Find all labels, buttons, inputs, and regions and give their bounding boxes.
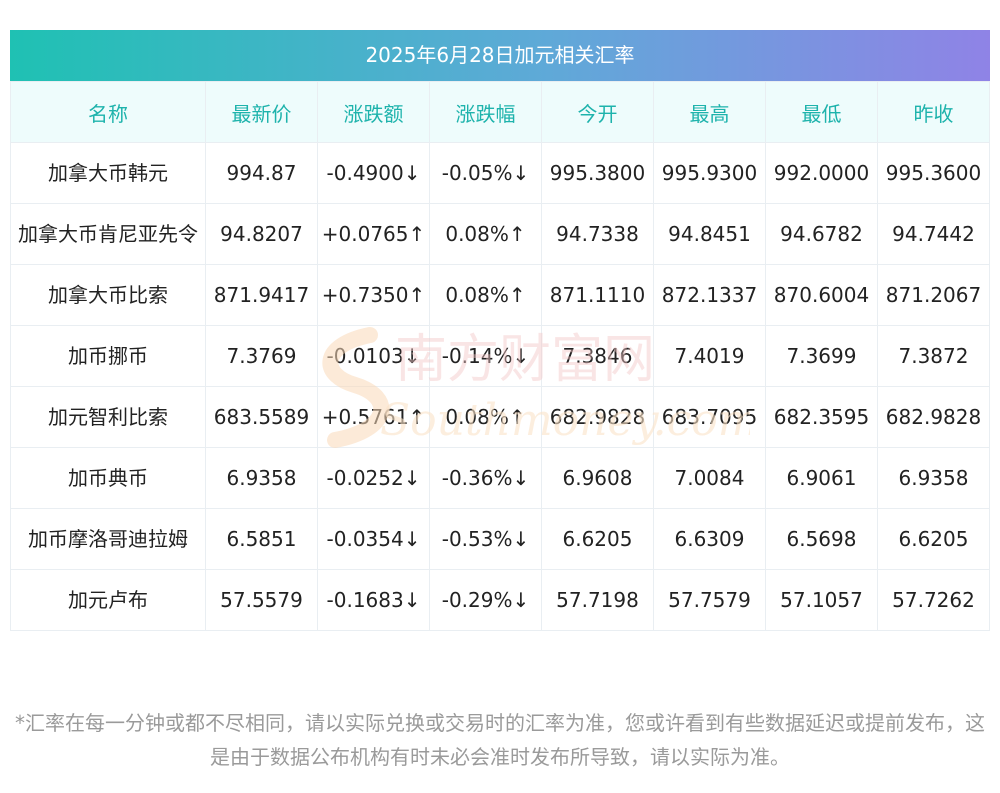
- cell-name: 加币摩洛哥迪拉姆: [10, 508, 206, 570]
- table-row: 加币典币 6.9358 -0.0252↓ -0.36%↓ 6.9608 7.0084 6.9…: [10, 447, 990, 509]
- cell-name: 加元智利比索: [10, 386, 206, 448]
- cell-pct: -0.05%↓: [429, 142, 542, 204]
- table-row: 加元智利比索 683.5589 +0.5761↑ 0.08%↑ 682.9828 683.…: [10, 386, 990, 448]
- cell-high: 6.6309: [653, 508, 766, 570]
- footnote: *汇率在每一分钟或都不尽相同，请以实际兑换或交易时的汇率为准，您或许看到有些数据…: [15, 711, 985, 769]
- cell-pct: -0.14%↓: [429, 325, 542, 387]
- cell-name: 加币挪币: [10, 325, 206, 387]
- cell-low: 6.5698: [765, 508, 878, 570]
- cell-change: +0.5761↑: [317, 386, 430, 448]
- cell-high: 872.1337: [653, 264, 766, 326]
- cell-high: 7.0084: [653, 447, 766, 509]
- cell-open: 995.3800: [541, 142, 654, 204]
- exchange-rate-table: 名称 最新价 涨跌额 涨跌幅 今开 最高 最低 昨收 加拿大币韩元 994.87-…: [10, 81, 990, 631]
- table-row: 加币摩洛哥迪拉姆 6.5851 -0.0354↓ -0.53%↓ 6.6205 6.630…: [10, 508, 990, 570]
- cell-latest: 7.3769: [205, 325, 318, 387]
- cell-open: 871.1110: [541, 264, 654, 326]
- cell-name: 加币典币: [10, 447, 206, 509]
- table-header-row: 名称 最新价 涨跌额 涨跌幅 今开 最高 最低 昨收: [10, 81, 990, 143]
- cell-high: 7.4019: [653, 325, 766, 387]
- cell-open: 94.7338: [541, 203, 654, 265]
- column-header-change: 涨跌额: [317, 81, 430, 143]
- cell-open: 6.6205: [541, 508, 654, 570]
- cell-prev: 7.3872: [877, 325, 990, 387]
- cell-latest: 94.8207: [205, 203, 318, 265]
- cell-name: 加元卢布: [10, 569, 206, 631]
- cell-open: 682.9828: [541, 386, 654, 448]
- cell-high: 57.7579: [653, 569, 766, 631]
- cell-prev: 6.6205: [877, 508, 990, 570]
- cell-high: 683.7095: [653, 386, 766, 448]
- cell-high: 995.9300: [653, 142, 766, 204]
- cell-name: 加拿大币比索: [10, 264, 206, 326]
- cell-latest: 683.5589: [205, 386, 318, 448]
- cell-low: 682.3595: [765, 386, 878, 448]
- table-row: 加元卢布 57.5579 -0.1683↓ -0.29%↓ 57.7198 57.7579…: [10, 569, 990, 631]
- cell-latest: 6.9358: [205, 447, 318, 509]
- cell-prev: 6.9358: [877, 447, 990, 509]
- column-header-change-pct: 涨跌幅: [429, 81, 542, 143]
- cell-open: 57.7198: [541, 569, 654, 631]
- cell-open: 6.9608: [541, 447, 654, 509]
- column-header-low: 最低: [765, 81, 878, 143]
- cell-change: +0.0765↑: [317, 203, 430, 265]
- cell-latest: 6.5851: [205, 508, 318, 570]
- cell-pct: -0.53%↓: [429, 508, 542, 570]
- cell-change: -0.0354↓: [317, 508, 430, 570]
- cell-low: 992.0000: [765, 142, 878, 204]
- cell-prev: 995.3600: [877, 142, 990, 204]
- cell-pct: 0.08%↑: [429, 386, 542, 448]
- cell-low: 7.3699: [765, 325, 878, 387]
- table-row: 加拿大币韩元 994.87 -0.4900↓ -0.05%↓ 995.3800 995.9…: [10, 142, 990, 204]
- cell-low: 6.9061: [765, 447, 878, 509]
- cell-latest: 994.87: [205, 142, 318, 204]
- cell-prev: 57.7262: [877, 569, 990, 631]
- cell-pct: -0.36%↓: [429, 447, 542, 509]
- cell-prev: 871.2067: [877, 264, 990, 326]
- cell-prev: 94.7442: [877, 203, 990, 265]
- cell-pct: 0.08%↑: [429, 264, 542, 326]
- cell-change: -0.4900↓: [317, 142, 430, 204]
- cell-pct: -0.29%↓: [429, 569, 542, 631]
- column-header-latest: 最新价: [205, 81, 318, 143]
- column-header-name: 名称: [10, 81, 206, 143]
- cell-low: 870.6004: [765, 264, 878, 326]
- cell-change: -0.1683↓: [317, 569, 430, 631]
- cell-pct: 0.08%↑: [429, 203, 542, 265]
- cell-change: +0.7350↑: [317, 264, 430, 326]
- column-header-open: 今开: [541, 81, 654, 143]
- cell-prev: 682.9828: [877, 386, 990, 448]
- page-title: 2025年6月28日加元相关汇率: [10, 30, 990, 81]
- table-row: 加币挪币 7.3769 -0.0103↓ -0.14%↓ 7.3846 7.4019 7.3…: [10, 325, 990, 387]
- table-row: 加拿大币肯尼亚先令 94.8207 +0.0765↑ 0.08%↑ 94.7338 94.…: [10, 203, 990, 265]
- cell-latest: 871.9417: [205, 264, 318, 326]
- cell-open: 7.3846: [541, 325, 654, 387]
- column-header-high: 最高: [653, 81, 766, 143]
- cell-change: -0.0103↓: [317, 325, 430, 387]
- cell-name: 加拿大币韩元: [10, 142, 206, 204]
- cell-high: 94.8451: [653, 203, 766, 265]
- cell-change: -0.0252↓: [317, 447, 430, 509]
- table-row: 加拿大币比索 871.9417 +0.7350↑ 0.08%↑ 871.1110 872.…: [10, 264, 990, 326]
- column-header-prev-close: 昨收: [877, 81, 990, 143]
- cell-low: 57.1057: [765, 569, 878, 631]
- cell-latest: 57.5579: [205, 569, 318, 631]
- cell-name: 加拿大币肯尼亚先令: [10, 203, 206, 265]
- cell-low: 94.6782: [765, 203, 878, 265]
